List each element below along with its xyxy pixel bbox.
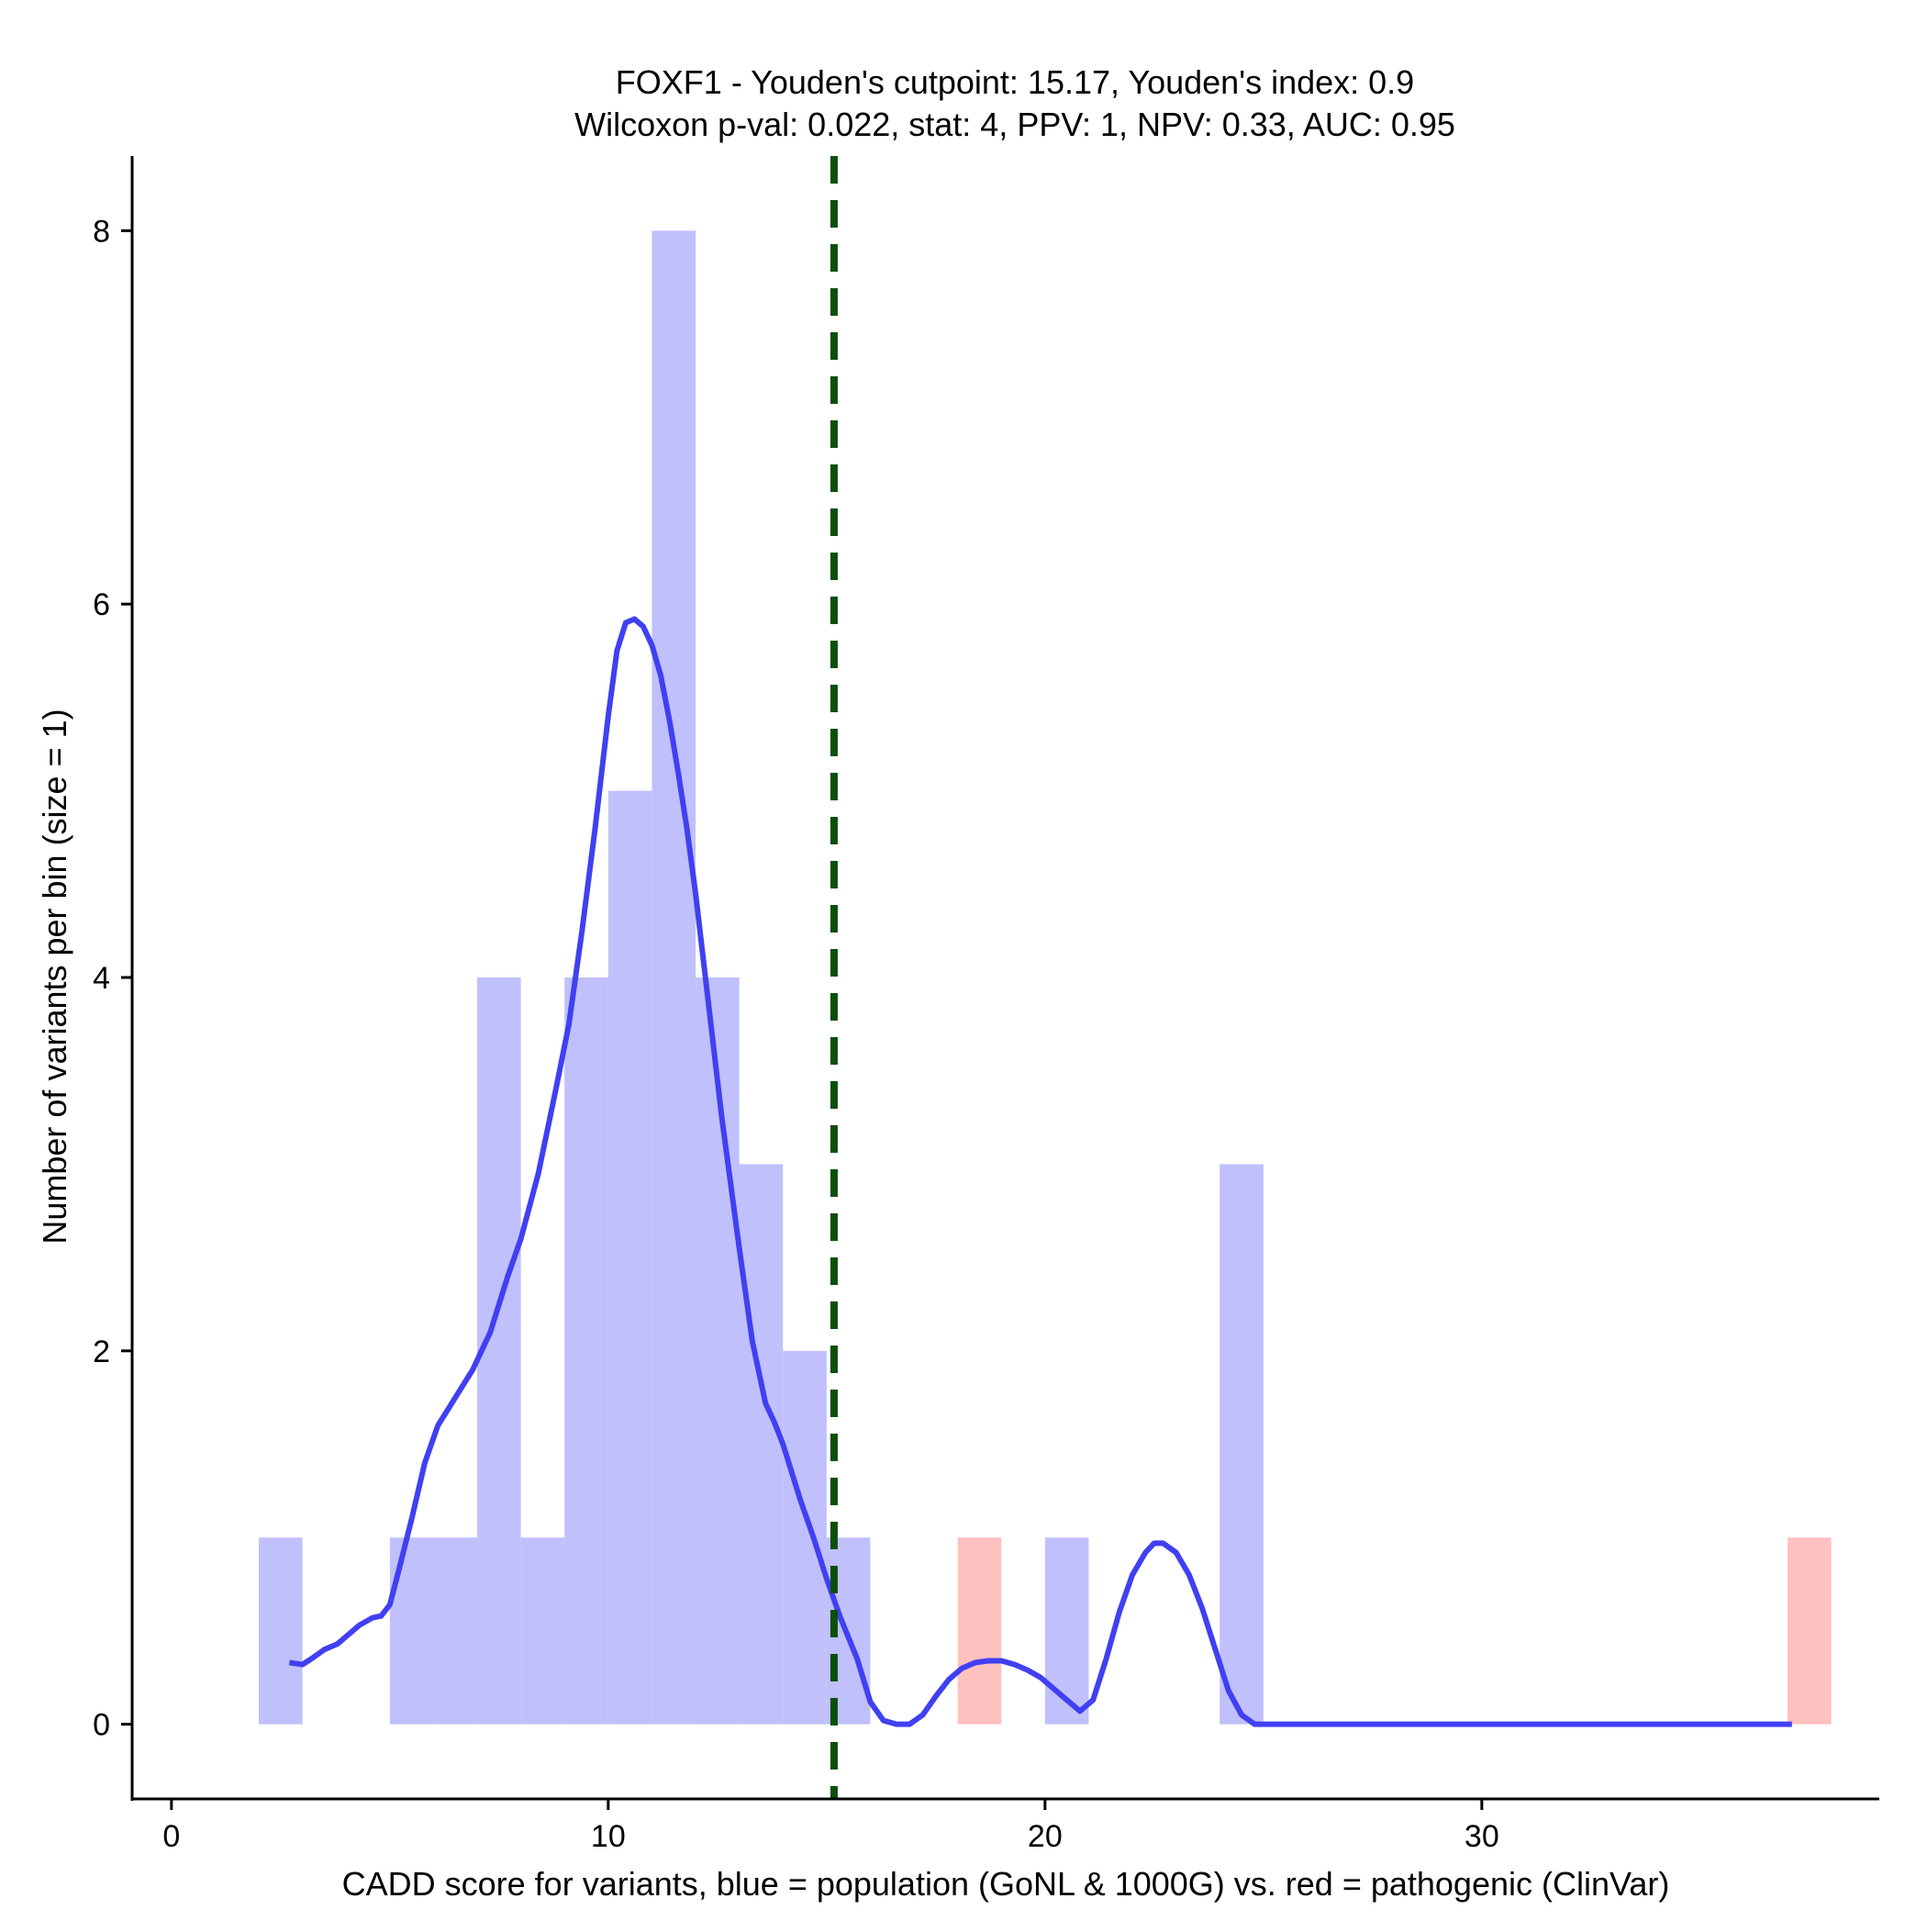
chart-title: FOXF1 - Youden's cutpoint: 15.17, Youden… bbox=[616, 63, 1414, 101]
bar-pathogenic-18 bbox=[957, 1537, 1002, 1725]
y-ticks-layer: 0 2 4 6 8 bbox=[93, 214, 132, 1743]
y-tick-label-2: 2 bbox=[93, 1335, 110, 1369]
y-tick-label-4: 4 bbox=[93, 961, 110, 996]
bar-population-8 bbox=[520, 1537, 565, 1725]
bars-layer bbox=[259, 230, 1832, 1725]
bar-population-2 bbox=[259, 1537, 303, 1725]
y-axis-label: Number of variants per bin (size = 1) bbox=[36, 709, 73, 1244]
bar-population-20 bbox=[1044, 1537, 1089, 1725]
bar-population-24 bbox=[1220, 1164, 1264, 1725]
bar-population-14 bbox=[783, 1350, 827, 1725]
y-tick-label-8: 8 bbox=[93, 214, 110, 249]
bar-population-5 bbox=[389, 1537, 434, 1725]
x-ticks-layer: 0 10 20 30 bbox=[162, 1799, 1499, 1854]
bar-population-13 bbox=[739, 1164, 784, 1725]
x-tick-label-10: 10 bbox=[591, 1819, 626, 1854]
x-tick-label-20: 20 bbox=[1028, 1819, 1063, 1854]
y-tick-label-0: 0 bbox=[93, 1708, 110, 1743]
bar-population-11 bbox=[652, 230, 696, 1725]
density-layer bbox=[288, 616, 1792, 1727]
y-tick-label-6: 6 bbox=[93, 587, 110, 622]
x-tick-label-0: 0 bbox=[162, 1819, 180, 1854]
chart-subtitle: Wilcoxon p-val: 0.022, stat: 4, PPV: 1, … bbox=[574, 106, 1455, 143]
x-axis-label: CADD score for variants, blue = populati… bbox=[342, 1865, 1670, 1903]
x-tick-label-30: 30 bbox=[1465, 1819, 1499, 1854]
density-curve bbox=[288, 616, 1792, 1727]
bar-population-9 bbox=[564, 977, 608, 1725]
bar-population-10 bbox=[607, 790, 652, 1725]
bar-population-6 bbox=[433, 1537, 478, 1725]
bar-pathogenic-37 bbox=[1788, 1537, 1832, 1725]
